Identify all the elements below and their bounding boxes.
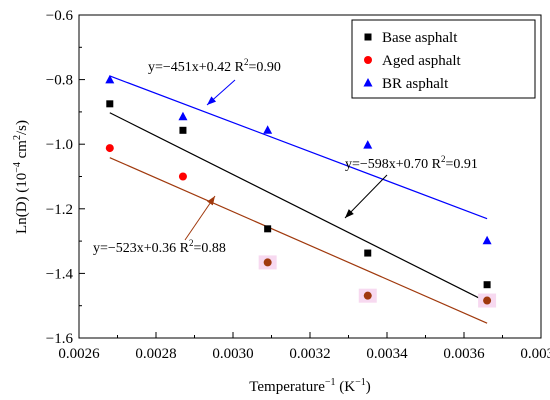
data-point-br-asphalt [363,140,373,149]
fit-line-aged-asphalt [109,157,488,324]
y-tick-label: −0.8 [46,73,73,89]
data-point-base-asphalt [106,100,114,108]
data-point-aged-asphalt [263,258,272,267]
x-axis-title-sup: −1 [325,377,336,388]
fit-equation-aged-asphalt: y=−523x+0.36 R2=0.88 [93,238,226,256]
y-axis-title-post: /s) [14,120,30,135]
legend-box [351,19,536,99]
annotation-arrow-head [207,196,215,206]
legend-label-aged-asphalt: Aged asphalt [382,53,462,69]
legend-marker-aged-asphalt [364,56,372,64]
data-point-aged-asphalt [363,291,372,300]
data-point-br-asphalt [482,235,492,245]
data-point-aged-asphalt [105,144,114,153]
annotation-arrow-line [344,174,388,219]
x-tick-label: 0.0026 [58,346,100,362]
x-tick-label: 0.0036 [443,346,485,362]
data-point-base-asphalt [179,126,187,134]
x-tick-label: 0.0034 [366,346,408,362]
x-tick-label: 0.0030 [212,346,253,362]
data-point-aged-asphalt [178,172,187,181]
y-axis-title: Ln(D) (10−4 cm2/s) [12,120,30,234]
y-tick-label: −1.0 [46,137,73,153]
x-axis-title-base: Temperature [249,379,325,395]
x-axis-title-unit-sup: −1 [355,377,366,388]
y-axis-title-pre: Ln(D) (10 [14,173,30,234]
data-point-base-asphalt [364,249,372,257]
x-tick-label: 0.0038 [520,346,550,362]
x-tick-label: 0.0032 [289,346,330,362]
x-axis-title-unit-pre: (K [336,379,356,395]
y-axis-title-sup2: 2 [12,135,23,140]
legend-label-base-asphalt: Base asphalt [382,30,458,46]
data-point-base-asphalt [483,281,491,289]
legend-marker-br-asphalt [363,78,373,87]
data-point-br-asphalt [178,111,188,121]
y-axis-title-sup1: −4 [12,162,23,173]
y-tick-label: −1.6 [46,331,74,347]
fit-equation-br-asphalt: y=−451x+0.42 R2=0.90 [148,57,281,75]
data-point-br-asphalt [263,125,273,134]
fit-equation-base-asphalt: y=−598x+0.70 R2=0.91 [345,154,478,172]
x-axis-title-unit-post: ) [366,379,371,395]
fit-line-base-asphalt [109,112,488,303]
legend-label-br-asphalt: BR asphalt [382,76,449,92]
x-tick-label: 0.0028 [135,346,176,362]
data-point-aged-asphalt [483,296,492,305]
y-tick-label: −1.2 [46,202,73,218]
fit-line-br-asphalt [109,75,488,220]
y-tick-label: −1.4 [46,266,74,282]
data-point-base-asphalt [264,225,272,233]
data-point-br-asphalt [105,74,115,84]
annotation-arrow-head [345,209,354,218]
y-tick-label: −0.6 [46,8,74,24]
annotation-arrow-head [207,96,217,105]
y-axis-title-mid: cm [14,140,30,162]
legend-marker-base-asphalt [364,33,372,41]
x-axis-title: Temperature−1 (K−1) [249,377,370,395]
